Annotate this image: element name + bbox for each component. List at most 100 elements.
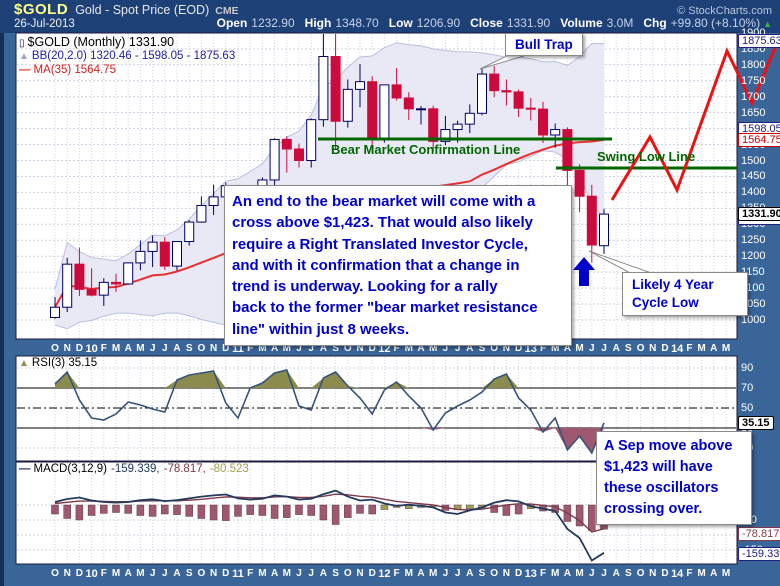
month-axis-label: M xyxy=(429,343,438,354)
note-line: back to the former "bear market resistan… xyxy=(232,299,538,317)
month-axis-label: N xyxy=(502,568,510,579)
month-axis-label: M xyxy=(136,568,145,579)
price-value-badge: 1598.05 xyxy=(738,122,780,136)
month-axis-label: N xyxy=(209,343,218,354)
month-axis-label: J xyxy=(454,343,461,354)
month-axis-label: M xyxy=(258,568,267,579)
month-axis-label: F xyxy=(100,343,107,354)
month-axis-label: A xyxy=(173,343,181,354)
chart-date: 26-Jul-2013 xyxy=(14,18,75,30)
rsi-legend: ▲ RSI(3) 35.15 xyxy=(19,357,97,369)
price-axis-label: 1250 xyxy=(741,234,766,247)
exchange-label: CME xyxy=(215,5,239,17)
month-axis-label: N xyxy=(649,343,657,354)
price-value-badge: 1875.63 xyxy=(738,34,780,48)
month-axis-label: A xyxy=(417,568,425,579)
change-up-icon: ▲ xyxy=(763,19,772,29)
month-axis-label: F xyxy=(393,343,400,354)
month-axis-label: F xyxy=(393,568,400,579)
price-axis-label: 1000 xyxy=(741,314,766,326)
month-axis-label: M xyxy=(697,343,706,354)
rsi-axis-label: 50 xyxy=(741,402,754,414)
macd-value-badge: -78.817 xyxy=(738,527,780,541)
month-axis-label: J xyxy=(149,343,156,354)
month-axis-label: M xyxy=(258,343,267,354)
month-axis-label: 13 xyxy=(524,568,537,580)
month-axis-label: 10 xyxy=(85,568,98,580)
month-axis-label: J xyxy=(589,568,595,579)
price-axis-label: 1750 xyxy=(741,74,766,87)
month-axis-label: O xyxy=(636,568,645,579)
quote-value: 1232.90 xyxy=(251,16,295,30)
month-axis-label: O xyxy=(490,343,499,354)
note-line: A Sep move above xyxy=(604,438,733,454)
month-axis-label: F xyxy=(539,343,547,354)
month-axis-label: J xyxy=(442,343,449,354)
month-axis-label: F xyxy=(247,568,254,579)
month-axis-label: O xyxy=(490,568,499,579)
month-axis-label: A xyxy=(319,568,327,579)
month-axis-label: O xyxy=(197,568,206,579)
bands-icon: ▲ xyxy=(19,51,29,62)
month-axis-label: J xyxy=(454,568,461,579)
month-axis-label: N xyxy=(356,343,364,354)
month-axis-label: J xyxy=(308,343,314,354)
month-axis-label: O xyxy=(343,568,352,579)
symbol: $GOLD xyxy=(14,1,69,18)
copyright: © StockCharts.com xyxy=(677,5,772,17)
month-axis-label: M xyxy=(111,568,121,579)
rsi-icon: ▲ xyxy=(19,358,29,369)
month-axis-label: S xyxy=(478,568,486,579)
macd-legend-name: MACD(3,12,9) xyxy=(33,463,108,475)
note-line: trend is underway. Looking for a rally xyxy=(232,278,498,296)
note-line: these oscillators xyxy=(604,480,719,496)
cycle-low-callout: Likely 4 Year Cycle Low xyxy=(622,272,748,316)
month-axis-label: O xyxy=(343,343,352,354)
macd-legend: — MACD(3,12,9) -159.339, -78.817, -80.523 xyxy=(19,463,249,475)
quote-label: Close xyxy=(470,16,503,30)
quote-label: Volume xyxy=(560,16,603,30)
swing-low-line-label: Swing Low Line xyxy=(597,149,696,164)
macd-value-badge: -159.339 xyxy=(738,547,780,561)
month-axis-label: O xyxy=(51,343,59,354)
month-axis-label: S xyxy=(332,343,339,354)
month-axis-label: 14 xyxy=(671,343,684,355)
month-axis-label: A xyxy=(710,343,718,354)
macd-line-icon: — xyxy=(19,463,31,475)
price-axis-label: 1650 xyxy=(741,106,766,119)
month-axis-label: A xyxy=(124,343,132,354)
month-axis-label: A xyxy=(173,568,181,579)
month-axis-label: 14 xyxy=(671,568,684,580)
bb-legend-text: BB(20,2.0) 1320.46 - 1598.05 - 1875.63 xyxy=(31,50,236,62)
month-axis-label: O xyxy=(636,343,645,354)
month-axis-label: M xyxy=(282,568,291,579)
month-axis-label: M xyxy=(404,568,413,579)
price-axis-label: 1200 xyxy=(741,250,766,263)
ma-line-icon: — xyxy=(19,64,31,76)
quote-value: 1206.90 xyxy=(416,16,461,30)
month-axis-label: M xyxy=(111,343,121,354)
month-axis-label: A xyxy=(612,568,620,579)
price-axis-label: 1800 xyxy=(741,58,766,71)
note-line: line" within just 8 weeks. xyxy=(232,320,410,338)
quote-strip: Open 1232.90 High 1348.70 Low 1206.90 Close 133… xyxy=(207,16,772,30)
month-axis-label: J xyxy=(296,343,302,354)
month-axis-label: F xyxy=(100,568,107,579)
month-axis-label: D xyxy=(75,568,83,579)
oscillator-note: A Sep move above $1,423 will have these os… xyxy=(596,431,752,525)
month-axis-label: A xyxy=(710,568,718,579)
symbol-description: Gold - Spot Price (EOD) xyxy=(75,3,210,17)
month-axis-label: A xyxy=(563,568,571,579)
month-axis-label: M xyxy=(721,568,731,579)
month-axis-label: A xyxy=(270,568,279,579)
month-axis-label: J xyxy=(601,343,607,354)
month-axis-label: S xyxy=(625,343,632,354)
price-legend-text: $GOLD (Monthly) 1331.90 xyxy=(27,35,175,49)
month-axis-label: N xyxy=(356,568,364,579)
price-value-badge: 1564.75 xyxy=(738,133,780,147)
quote-value: 1348.70 xyxy=(335,16,379,30)
month-axis-label: M xyxy=(551,568,560,579)
month-axis-label: D xyxy=(514,343,523,354)
month-axis-label: D xyxy=(514,568,523,579)
price-axis-label: 1700 xyxy=(741,90,766,103)
